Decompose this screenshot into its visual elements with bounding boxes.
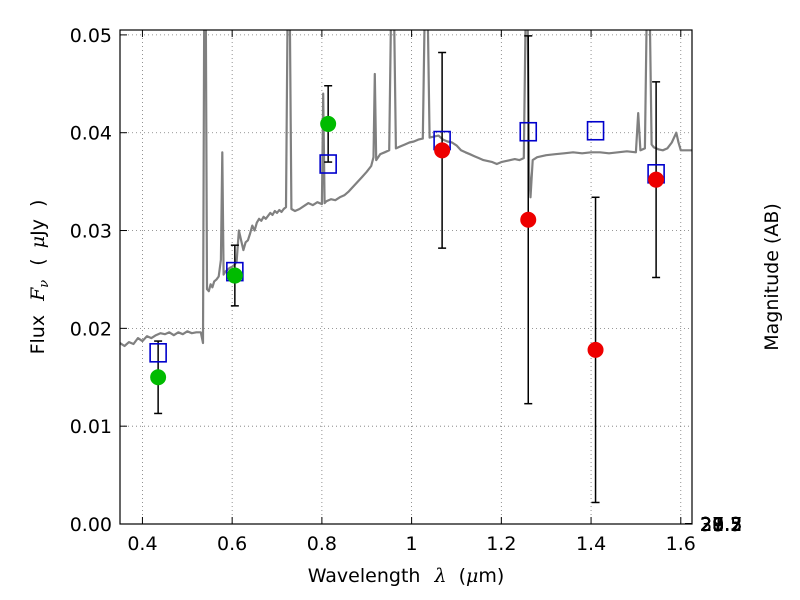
model-square-point (519, 121, 538, 142)
mag-tick-label: 28.2 (700, 514, 742, 536)
observed-flux-point (648, 171, 665, 188)
y-axis-title-subscript: ν (37, 280, 52, 288)
y-axis-title-unit-mu: μ (27, 236, 49, 248)
mag-tick-label: 31 (700, 514, 724, 536)
y-axis-title-symbol: F (27, 287, 49, 302)
y-axis-title-unit-close: ) (27, 200, 49, 207)
y-axis-title-unit-rest: Jy (27, 219, 49, 237)
plot-frame (119, 29, 693, 525)
mag-tick-label: 28 (700, 514, 724, 536)
mag-tick-label: 30 (700, 514, 724, 536)
x-tick-label: 1.2 (486, 533, 516, 555)
observed-flux-point (150, 369, 167, 386)
x-axis-title: Wavelength λ (μm) (308, 565, 505, 587)
mag-tick-label: 27.3 (700, 514, 742, 536)
y-tick-label: 0.00 (70, 514, 112, 536)
model-spectrum-line (120, 30, 692, 348)
observed-flux-point (226, 267, 243, 284)
y2-axis-title: Magnitude (AB) (761, 203, 783, 351)
axes: 0.4 0.6 0.8 1 1.2 1.4 1.6 0.00 0.01 0.02 0.03 0.04 0… (70, 25, 743, 555)
x-tick-label: 0.8 (307, 533, 337, 555)
mag-tick-label: 29 (700, 514, 724, 536)
x-tick-label: 0.6 (217, 533, 247, 555)
y-tick-label: 0.01 (70, 416, 112, 438)
y-axis-title-main: Flux (27, 315, 49, 355)
mag-tick-label: 27.2 (700, 514, 742, 536)
model-square-point (149, 343, 167, 363)
mag-tick-label: 29.5 (700, 514, 742, 536)
y-tick-label: 0.02 (70, 318, 112, 340)
observed-flux-point (587, 341, 604, 358)
x-tick-label: 1.4 (576, 533, 606, 555)
y-tick-label: 0.03 (70, 221, 112, 243)
mag-tick-label: 27.7 (700, 514, 742, 536)
x-tick-label: 1 (406, 533, 418, 555)
observed-flux-point (434, 142, 451, 159)
x-axis-title-symbol: λ (433, 565, 446, 587)
mag-tick-label: 28.5 (700, 514, 742, 536)
observed-flux-point (320, 115, 337, 132)
y-tick-label: 0.04 (70, 123, 112, 145)
mag-tick-label: 27.5 (700, 514, 742, 536)
x-axis-title-unit-mu: μ (466, 565, 478, 587)
y-axis-title-unit-open: ( (27, 258, 49, 265)
x-tick-label: 0.4 (127, 533, 157, 555)
observed-flux-point (520, 211, 537, 228)
x-tick-label: 1.6 (666, 533, 696, 555)
x-axis-title-unit-open: ( (459, 565, 466, 587)
y-tick-label: 0.05 (70, 25, 112, 47)
plot-area (120, 30, 692, 504)
x-axis-title-main: Wavelength (308, 565, 421, 587)
x-axis-title-unit-rest: m) (478, 565, 504, 587)
model-square-point (319, 154, 337, 174)
model-square-point (586, 120, 605, 141)
y-axis-title: Flux Fν ( μJy ) (27, 200, 53, 355)
